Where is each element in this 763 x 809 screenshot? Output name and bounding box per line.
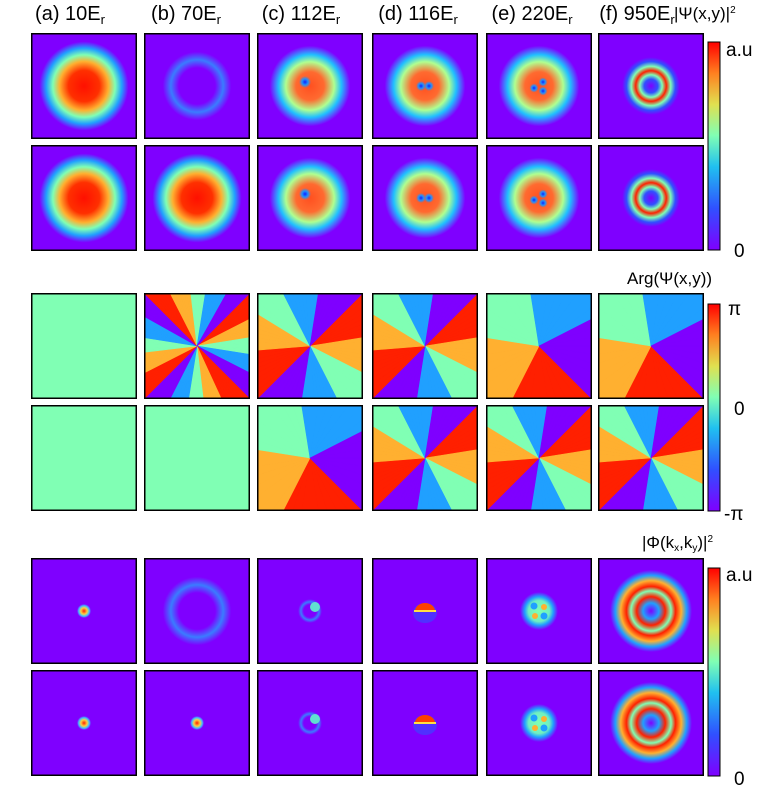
phase-panel-r2-d (372, 405, 478, 511)
momentum-colorbar-min: 0 (734, 769, 745, 790)
momentum-colorbar-title-sub-y: y (692, 543, 698, 554)
column-title-d-sub: r (453, 12, 458, 27)
phase-colorbar-max: π (728, 299, 742, 320)
column-title-a-sub: r (100, 12, 105, 27)
momentum-colorbar-title-a: |Φ(k (642, 533, 675, 552)
density-panel-r2-f (598, 145, 704, 251)
column-title-d-text: (d) 116E (378, 3, 454, 25)
momentum-colorbar-title: |Φ(kx,ky)|2 (642, 531, 713, 558)
phase-panel-r2-c (257, 405, 363, 511)
column-title-e-text: (e) 220E (491, 3, 569, 25)
column-title-f-text: (f) 950E (599, 3, 671, 25)
column-title-a: (a) 10Er (5, 2, 135, 32)
column-title-c-text: (c) 112E (261, 3, 336, 25)
density-panel-r1-c (257, 33, 363, 139)
phase-panel-r2-f (598, 405, 704, 511)
momentum-colorbar-title-sup: 2 (707, 534, 714, 545)
momentum-panel-r2-f (598, 670, 704, 776)
density-colorbar-title-sup: 2 (730, 5, 736, 16)
density-panel-r2-d (372, 145, 478, 251)
phase-panel-r1-e (486, 293, 592, 399)
column-title-b-sub: r (216, 12, 221, 27)
column-title-a-text: (a) 10E (35, 3, 101, 25)
phase-colorbar-title: Arg(Ψ(x,y)) (627, 269, 713, 288)
column-title-b: (b) 70Er (121, 2, 251, 32)
density-colorbar-title: |Ψ(x,y)|2 (674, 2, 736, 23)
column-title-b-text: (b) 70E (151, 3, 217, 25)
momentum-panel-r2-e (486, 670, 592, 776)
density-colorbar (707, 41, 721, 251)
density-colorbar-title-text: |Ψ(x,y)| (674, 4, 731, 23)
column-title-f: (f) 950Er (572, 2, 702, 32)
column-title-f-sub: r (670, 12, 675, 27)
phase-colorbar-mid: 0 (734, 399, 745, 420)
density-panel-r1-e (486, 33, 592, 139)
momentum-colorbar-title-c: )| (697, 533, 708, 552)
momentum-panel-r1-e (486, 558, 592, 664)
momentum-colorbar (707, 567, 721, 777)
phase-panel-r1-a (31, 293, 137, 399)
density-panel-r2-e (486, 145, 592, 251)
phase-panel-r1-c (257, 293, 363, 399)
momentum-panel-r1-c (257, 558, 363, 664)
momentum-panel-r1-d (372, 558, 478, 664)
column-title-c: (c) 112Er (236, 2, 366, 32)
phase-panel-r1-d (372, 293, 478, 399)
phase-panel-r2-b (144, 405, 250, 511)
momentum-panel-r1-b (144, 558, 250, 664)
density-panel-r1-b (144, 33, 250, 139)
momentum-panel-r2-a (31, 670, 137, 776)
momentum-panel-r1-f (598, 558, 704, 664)
momentum-colorbar-title-sub-x: x (674, 543, 680, 554)
density-colorbar-max: a.u (726, 40, 753, 61)
column-title-e-sub: r (568, 12, 573, 27)
phase-panel-r1-b (144, 293, 250, 399)
density-panel-r2-b (144, 145, 250, 251)
phase-colorbar-min: -π (724, 504, 744, 525)
momentum-panel-r2-d (372, 670, 478, 776)
density-colorbar-min: 0 (734, 241, 745, 262)
column-title-e: (e) 220Er (467, 2, 597, 32)
density-panel-r1-f (598, 33, 704, 139)
density-panel-r2-a (31, 145, 137, 251)
momentum-colorbar-max: a.u (726, 565, 753, 586)
phase-panel-r2-e (486, 405, 592, 511)
column-title-c-sub: r (335, 12, 341, 27)
phase-panel-r2-a (31, 405, 137, 511)
momentum-panel-r1-a (31, 558, 137, 664)
density-panel-r1-a (31, 33, 137, 139)
density-panel-r2-c (257, 145, 363, 251)
momentum-panel-r2-c (257, 670, 363, 776)
column-title-d: (d) 116Er (353, 2, 483, 32)
momentum-colorbar-title-b: ,k (679, 533, 693, 552)
phase-panel-r1-f (598, 293, 704, 399)
phase-colorbar (707, 303, 721, 512)
density-panel-r1-d (372, 33, 478, 139)
momentum-panel-r2-b (144, 670, 250, 776)
